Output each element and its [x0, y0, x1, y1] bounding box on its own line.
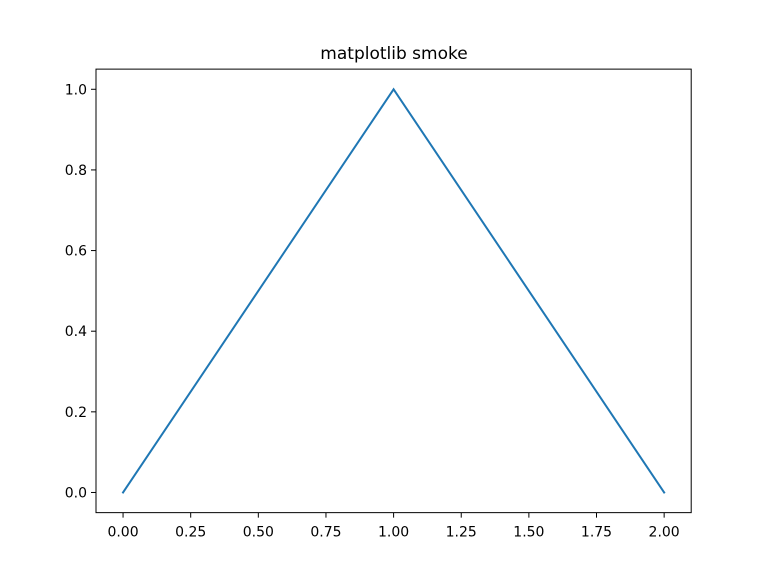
chart-title: matplotlib smoke — [320, 44, 467, 64]
x-tick-label: 1.75 — [581, 525, 612, 541]
series-line — [121, 87, 666, 494]
y-tick-label: 0.2 — [65, 405, 87, 421]
x-tick-label: 1.50 — [513, 525, 544, 541]
plot-area — [121, 87, 666, 494]
axes-frame — [95, 68, 692, 514]
y-tick-label: 1.0 — [65, 82, 87, 98]
x-tick-label: 1.25 — [446, 525, 477, 541]
x-tick-label: 0.00 — [107, 525, 138, 541]
x-tick-label: 0.25 — [175, 525, 206, 541]
x-tick-label: 0.75 — [310, 525, 341, 541]
x-tick-label: 2.00 — [649, 525, 680, 541]
x-tick-label: 1.00 — [378, 525, 409, 541]
y-tick-label: 0.0 — [65, 485, 87, 501]
y-tick-label: 0.4 — [65, 324, 87, 340]
y-axis: 0.0 0.2 0.4 0.6 0.8 1.0 — [65, 82, 96, 501]
y-tick-label: 0.6 — [65, 244, 87, 260]
y-tick-label: 0.8 — [65, 163, 87, 179]
x-axis: 0.00 0.25 0.50 0.75 1.00 1.25 1.50 1.75 2.00 — [107, 512, 680, 541]
x-tick-label: 0.50 — [243, 525, 274, 541]
